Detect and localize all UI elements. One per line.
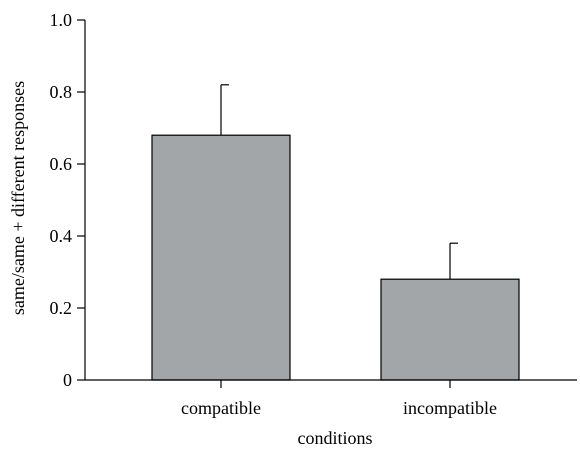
x-ticks-group: compatible incompatible <box>181 380 497 418</box>
x-tick-label-incompatible: incompatible <box>403 398 497 418</box>
y-axis-label: same/same + different responses <box>8 81 28 315</box>
y-tick-label: 0.6 <box>50 154 73 174</box>
bars-group <box>151 134 520 381</box>
y-tick-label: 0 <box>63 370 72 390</box>
bar-compatible <box>151 134 291 381</box>
y-tick-label: 0.2 <box>50 298 73 318</box>
x-tick-label-compatible: compatible <box>181 398 261 418</box>
x-axis-label: conditions <box>298 428 373 448</box>
error-bars-group <box>220 84 458 280</box>
y-tick-label: 1.0 <box>50 10 73 30</box>
y-tick-label: 0.8 <box>50 82 73 102</box>
y-ticks-group: 0 0.2 0.4 0.6 0.8 1.0 <box>50 10 85 390</box>
y-tick-label: 0.4 <box>50 226 73 246</box>
bar-incompatible <box>380 278 520 381</box>
